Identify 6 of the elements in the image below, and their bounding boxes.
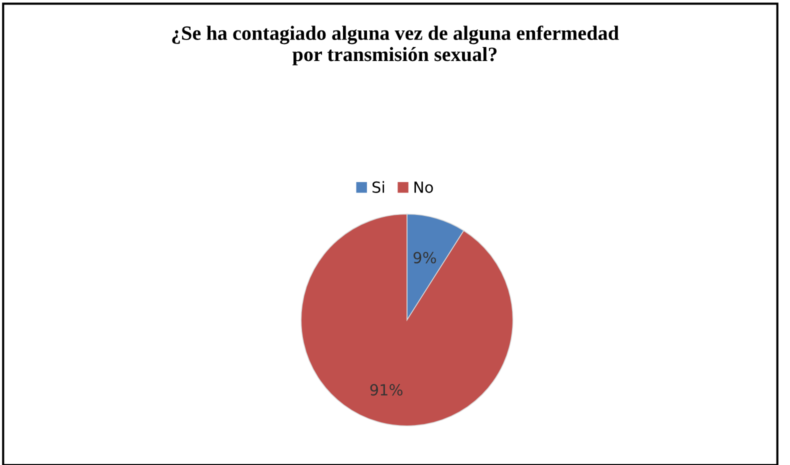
data-label: 9%	[414, 252, 436, 264]
pie-slice	[300, 214, 514, 426]
data-label: 91%	[370, 384, 402, 396]
chart-title: ¿Se ha contagiado alguna vez de alguna enfermedad por transmisión sexual?	[172, 26, 619, 66]
legend-label: No	[414, 182, 433, 193]
legend-label: Si	[372, 181, 384, 193]
